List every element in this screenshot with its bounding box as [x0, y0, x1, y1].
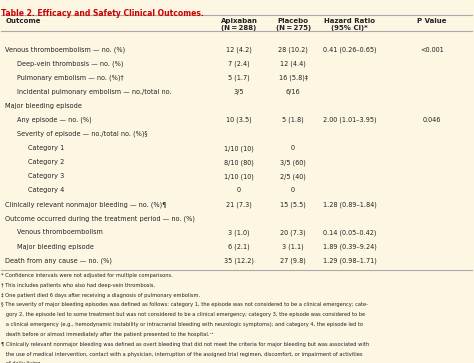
- Text: death before or almost immediately after the patient presented to the hospital.¹: death before or almost immediately after…: [1, 332, 214, 337]
- Text: 0.14 (0.05–0.42): 0.14 (0.05–0.42): [323, 229, 376, 236]
- Text: Hazard Ratio
(95% CI)*: Hazard Ratio (95% CI)*: [324, 18, 375, 31]
- Text: 3/5 (60): 3/5 (60): [280, 159, 306, 166]
- Text: P Value: P Value: [417, 18, 447, 24]
- Text: 1.29 (0.98–1.71): 1.29 (0.98–1.71): [323, 258, 376, 264]
- Text: 3 (1.1): 3 (1.1): [282, 244, 304, 250]
- Text: 3/5: 3/5: [234, 89, 244, 95]
- Text: 0: 0: [291, 187, 295, 193]
- Text: Venous thromboembolism: Venous thromboembolism: [17, 229, 103, 236]
- Text: Table 2. Efficacy and Safety Clinical Outcomes.: Table 2. Efficacy and Safety Clinical Ou…: [1, 9, 204, 17]
- Text: Clinically relevant nonmajor bleeding — no. (%)¶: Clinically relevant nonmajor bleeding — …: [5, 201, 166, 208]
- Text: ¶ Clinically relevant nonmajor bleeding was defined as overt bleeding that did n: ¶ Clinically relevant nonmajor bleeding …: [1, 342, 370, 347]
- Text: 6/16: 6/16: [286, 89, 301, 95]
- Text: 7 (2.4): 7 (2.4): [228, 61, 250, 67]
- Text: 27 (9.8): 27 (9.8): [280, 258, 306, 264]
- Text: 1/10 (10): 1/10 (10): [224, 145, 254, 152]
- Text: 15 (5.5): 15 (5.5): [280, 201, 306, 208]
- Text: gory 2, the episode led to some treatment but was not considered to be a clinica: gory 2, the episode led to some treatmen…: [1, 312, 365, 317]
- Text: 28 (10.2): 28 (10.2): [278, 46, 308, 53]
- Text: Venous thromboembolism — no. (%): Venous thromboembolism — no. (%): [5, 46, 125, 53]
- Text: Category 3: Category 3: [28, 173, 64, 179]
- Text: a clinical emergency (e.g., hemodynamic instability or intracranial bleeding wit: a clinical emergency (e.g., hemodynamic …: [1, 322, 364, 327]
- Text: 3 (1.0): 3 (1.0): [228, 229, 250, 236]
- Text: 12 (4.2): 12 (4.2): [226, 46, 252, 53]
- Text: 10 (3.5): 10 (3.5): [226, 117, 252, 123]
- Text: § The severity of major bleeding episodes was defined as follows: category 1, th: § The severity of major bleeding episode…: [1, 302, 368, 307]
- Text: Outcome occurred during the treatment period — no. (%): Outcome occurred during the treatment pe…: [5, 215, 195, 222]
- Text: 5 (1.8): 5 (1.8): [282, 117, 304, 123]
- Text: the use of medical intervention, contact with a physician, interruption of the a: the use of medical intervention, contact…: [1, 352, 363, 356]
- Text: 1/10 (10): 1/10 (10): [224, 173, 254, 180]
- Text: 20 (7.3): 20 (7.3): [280, 229, 306, 236]
- Text: Any episode — no. (%): Any episode — no. (%): [17, 117, 91, 123]
- Text: 1.28 (0.89–1.84): 1.28 (0.89–1.84): [323, 201, 376, 208]
- Text: Major bleeding episode: Major bleeding episode: [17, 244, 94, 250]
- Text: ‡ One patient died 6 days after receiving a diagnosis of pulmonary embolism.: ‡ One patient died 6 days after receivin…: [1, 293, 201, 298]
- Text: Deep-vein thrombosis — no. (%): Deep-vein thrombosis — no. (%): [17, 61, 123, 67]
- Text: Death from any cause — no. (%): Death from any cause — no. (%): [5, 258, 112, 264]
- Text: Pulmonary embolism — no. (%)†: Pulmonary embolism — no. (%)†: [17, 75, 124, 81]
- Text: 35 (12.2): 35 (12.2): [224, 258, 254, 264]
- Text: Major bleeding episode: Major bleeding episode: [5, 103, 82, 109]
- Text: Severity of episode — no./total no. (%)§: Severity of episode — no./total no. (%)§: [17, 131, 147, 138]
- Text: 1.89 (0.39–9.24): 1.89 (0.39–9.24): [323, 244, 376, 250]
- Text: 12 (4.4): 12 (4.4): [280, 61, 306, 67]
- Text: * Confidence intervals were not adjusted for multiple comparisons.: * Confidence intervals were not adjusted…: [1, 273, 173, 278]
- Text: 0: 0: [237, 187, 241, 193]
- Text: 0.046: 0.046: [423, 117, 441, 123]
- Text: 2/5 (40): 2/5 (40): [280, 173, 306, 180]
- Text: <0.001: <0.001: [420, 46, 444, 53]
- Text: of daily living.: of daily living.: [1, 362, 42, 363]
- Text: 5 (1.7): 5 (1.7): [228, 75, 250, 81]
- Text: 8/10 (80): 8/10 (80): [224, 159, 254, 166]
- Text: Category 4: Category 4: [28, 187, 64, 193]
- Text: 21 (7.3): 21 (7.3): [226, 201, 252, 208]
- Text: Apixaban
(N = 288): Apixaban (N = 288): [220, 18, 257, 31]
- Text: Incidental pulmonary embolism — no./total no.: Incidental pulmonary embolism — no./tota…: [17, 89, 172, 95]
- Text: † This includes patients who also had deep-vein thrombosis.: † This includes patients who also had de…: [1, 283, 155, 288]
- Text: Category 1: Category 1: [28, 145, 64, 151]
- Text: 0: 0: [291, 145, 295, 151]
- Text: 2.00 (1.01–3.95): 2.00 (1.01–3.95): [323, 117, 376, 123]
- Text: 6 (2.1): 6 (2.1): [228, 244, 250, 250]
- Text: Outcome: Outcome: [5, 18, 41, 24]
- Text: 16 (5.8)‡: 16 (5.8)‡: [279, 75, 308, 81]
- Text: Category 2: Category 2: [28, 159, 64, 165]
- Text: 0.41 (0.26–0.65): 0.41 (0.26–0.65): [323, 46, 376, 53]
- Text: Placebo
(N = 275): Placebo (N = 275): [275, 18, 310, 31]
